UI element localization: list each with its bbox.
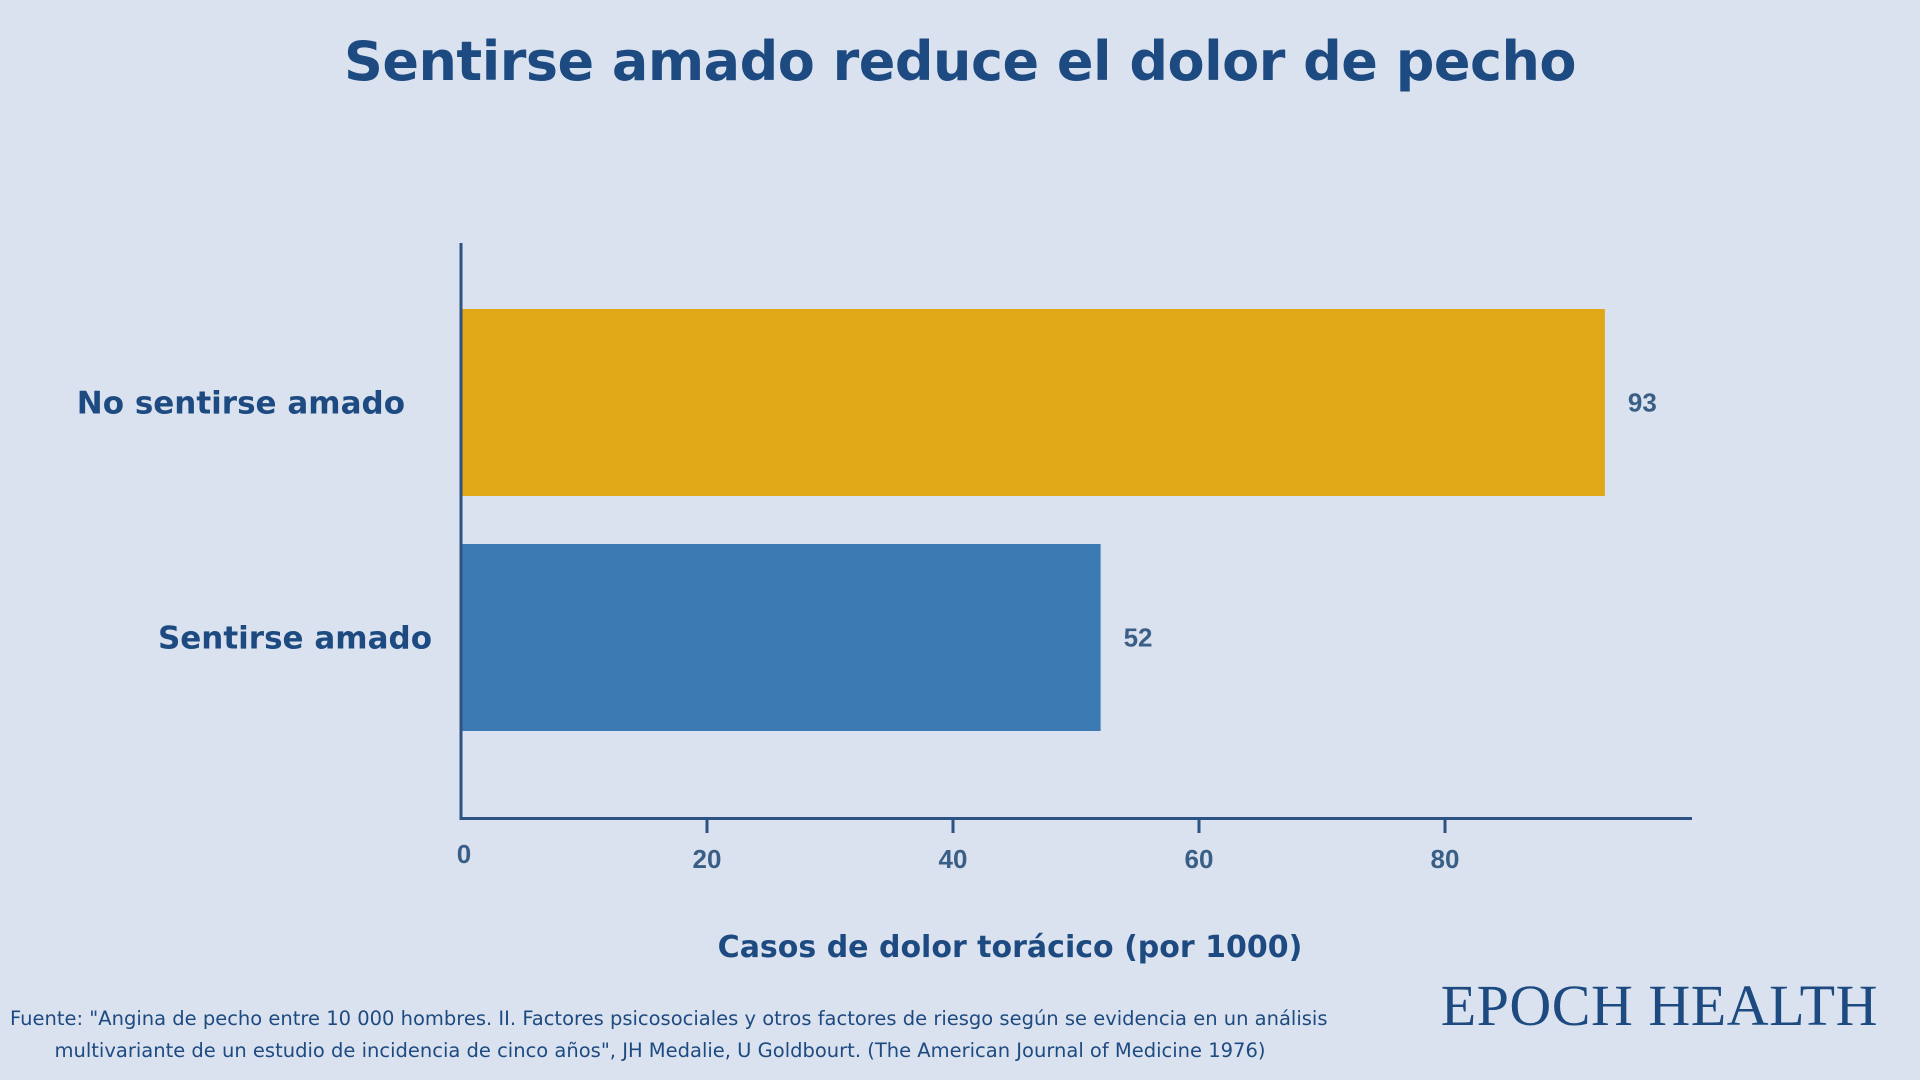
value-label-no-sentirse-amado: 93 <box>1628 388 1657 418</box>
category-labels: No sentirse amado Sentirse amado <box>77 386 432 657</box>
source-line-2: multivariante de un estudio de incidenci… <box>54 1039 1266 1062</box>
x-axis-ticks: 0 20 40 60 80 <box>457 818 1460 874</box>
category-label-no-sentirse-amado: No sentirse amado <box>77 386 405 422</box>
x-tick-label-0: 0 <box>457 839 471 869</box>
bars-group <box>461 309 1605 731</box>
x-tick-label-60: 60 <box>1185 844 1214 874</box>
category-label-sentirse-amado: Sentirse amado <box>158 621 432 657</box>
x-tick-label-20: 20 <box>693 844 722 874</box>
source-line-1: Fuente: "Angina de pecho entre 10 000 ho… <box>10 1007 1328 1030</box>
chart-title: Sentirse amado reduce el dolor de pecho <box>343 30 1577 93</box>
source-note: Fuente: "Angina de pecho entre 10 000 ho… <box>10 1003 1328 1067</box>
x-tick-label-80: 80 <box>1431 844 1460 874</box>
bar-no-sentirse-amado <box>461 309 1605 496</box>
x-tick-label-40: 40 <box>939 844 968 874</box>
value-labels: 93 52 <box>1124 388 1657 653</box>
x-axis-title: Casos de dolor torácico (por 1000) <box>718 930 1303 965</box>
value-label-sentirse-amado: 52 <box>1124 623 1153 653</box>
epoch-health-logo: EPOCH HEALTH <box>1440 973 1878 1038</box>
bar-sentirse-amado <box>461 544 1101 731</box>
